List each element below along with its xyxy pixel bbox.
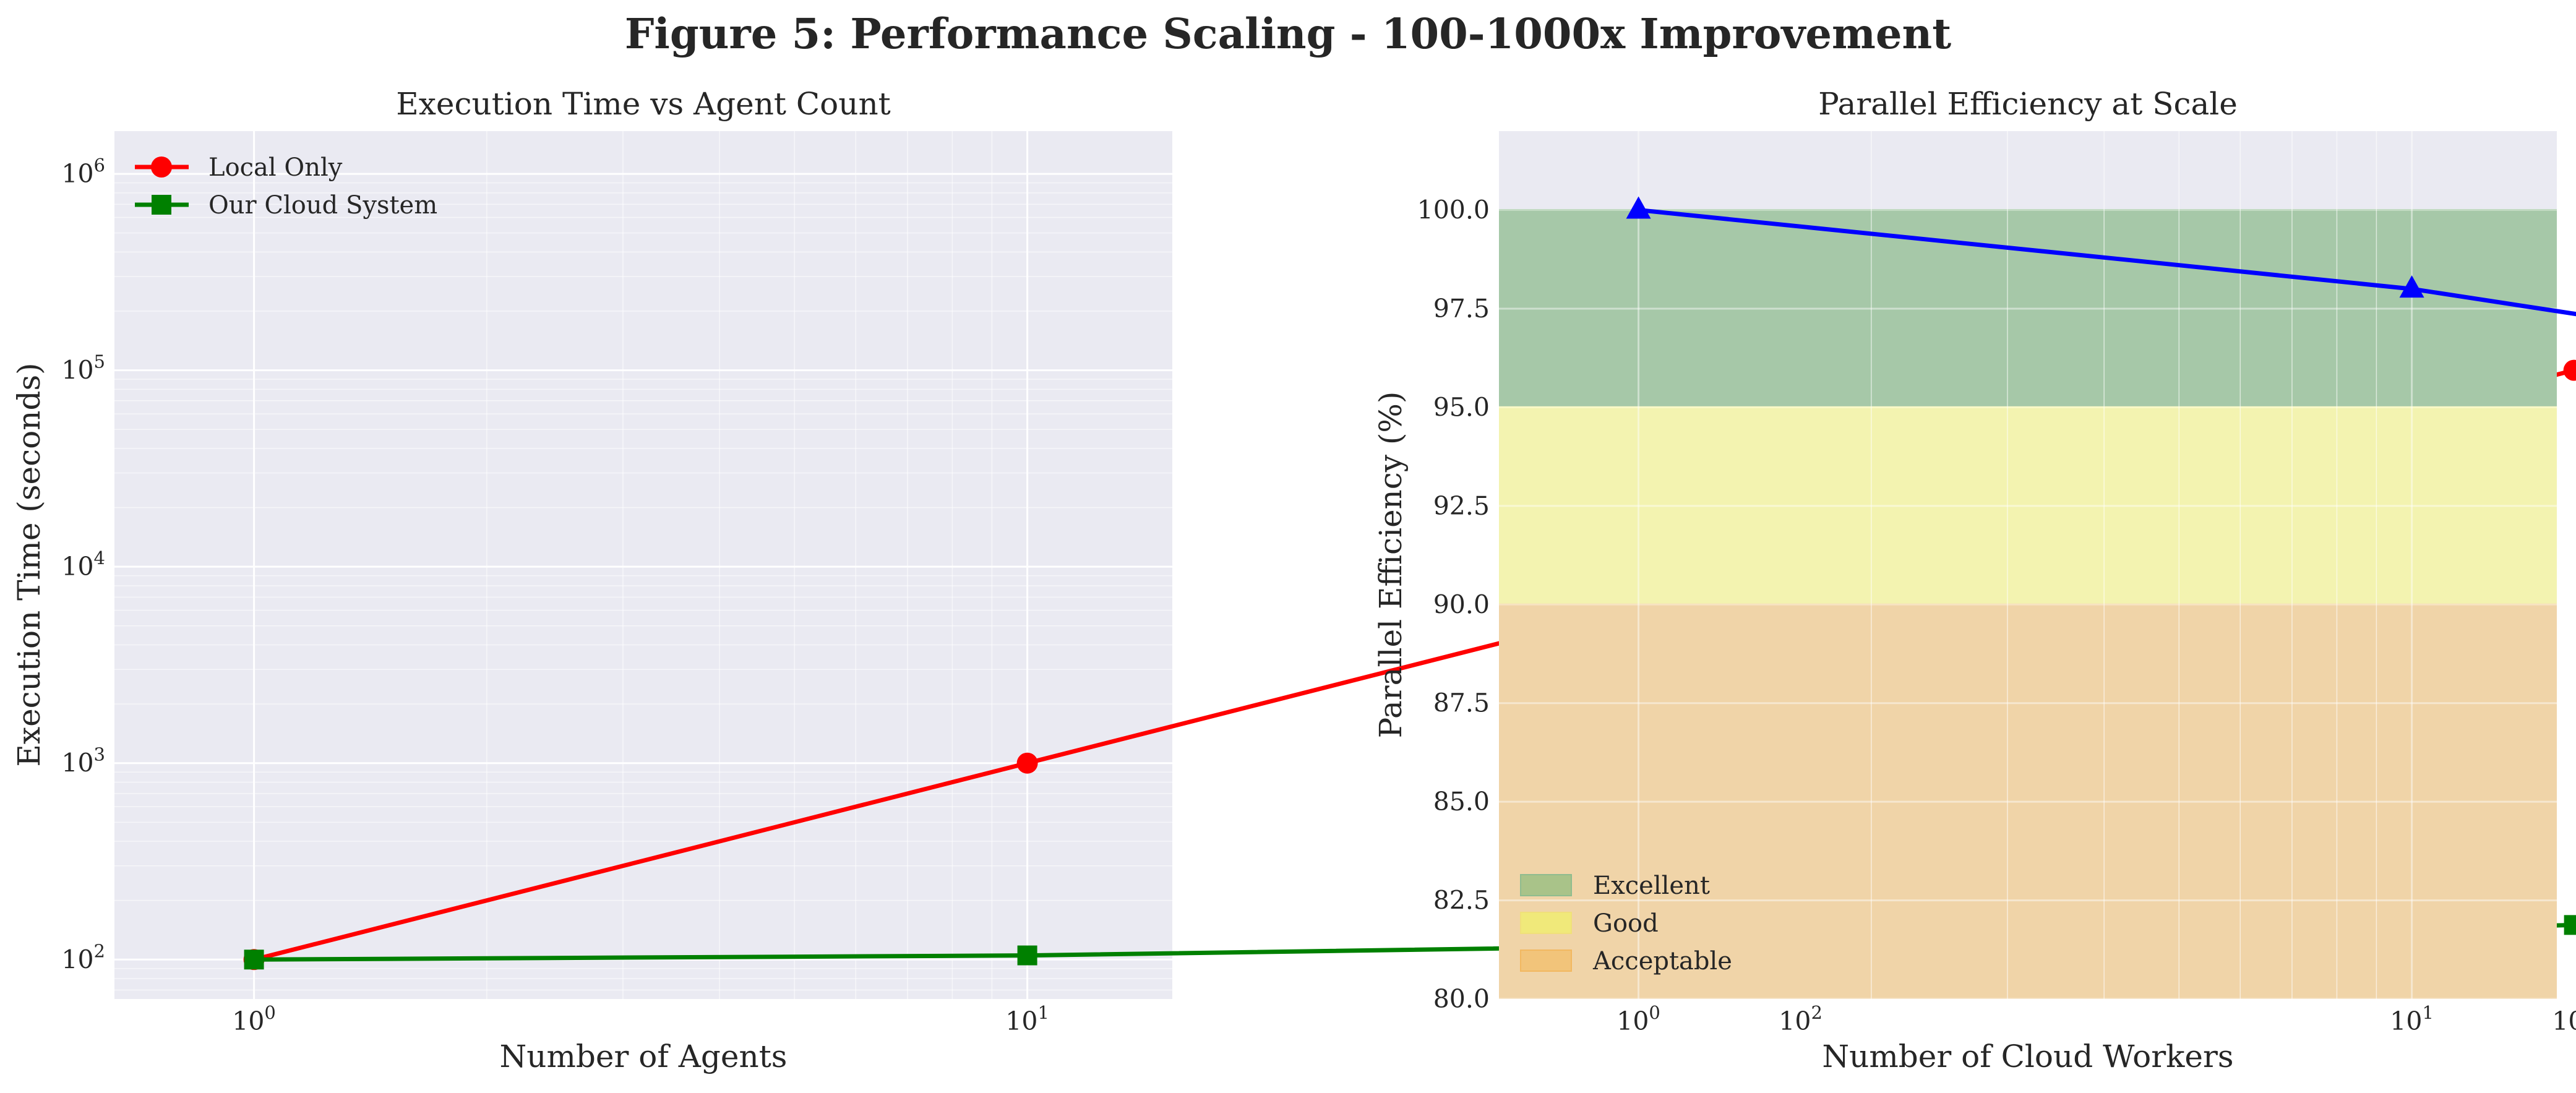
legend-label-cloud: Our Cloud System [208,191,437,220]
left-x-tick-label: 101 [1005,1002,1049,1036]
left-x-tick-label-exp: 0 [264,1002,275,1023]
left-y-tick-label-base: 10 [61,552,93,581]
left-y-tick-label-base: 10 [61,159,93,189]
left-x-ticks: 100101102103104 [232,1002,2576,1036]
left-x-tick-label-exp: 1 [1037,1002,1049,1023]
left-y-tick-label-exp: 5 [94,351,105,372]
right-x-tick-label-exp: 1 [2422,1002,2433,1023]
right-x-tick-label: 100 [1616,1002,1660,1036]
point-cloud [1018,946,1037,966]
left-x-tick-label-base: 10 [232,1006,264,1036]
left-x-tick-label-base: 10 [1779,1006,1811,1036]
left-x-tick-label-base: 10 [1005,1006,1037,1036]
left-y-tick-label-base: 10 [61,945,93,974]
right-y-tick-label: 90.0 [1433,589,1490,619]
left-y-tick-label: 104 [61,547,105,581]
left-x-tick-label-exp: 2 [1811,1002,1822,1023]
figure-title: Figure 5: Performance Scaling - 100-1000… [625,9,1951,58]
right-chart-title: Parallel Efficiency at Scale [1818,86,2238,122]
right-y-tick-label: 82.5 [1433,886,1490,915]
left-y-tick-label-exp: 6 [94,155,105,176]
left-x-axis-label: Number of Agents [500,1039,788,1074]
left-y-tick-label-base: 10 [61,356,93,385]
left-x-tick-label: 102 [1779,1002,1823,1036]
left-y-tick-label-exp: 3 [94,744,105,765]
left-plot-background [114,131,1172,999]
point-cloud [244,949,264,969]
left-y-tick-label: 106 [61,155,105,189]
right-x-tick-label-base: 10 [2390,1006,2422,1036]
left-y-tick-label: 103 [61,744,105,778]
left-y-tick-label-base: 10 [61,748,93,778]
panel-parallel-efficiency: 100101102103104 80.082.585.087.590.092.5… [1373,86,2576,1074]
left-chart-title: Execution Time vs Agent Count [396,86,891,122]
right-y-ticks: 80.0 82.5 85.0 87.5 90.0 92.5 95.0 97.5 100.0 [1417,195,1490,1014]
point-local [1017,753,1038,774]
legend-label-acceptable: Acceptable [1592,947,1732,975]
right-x-axis-label: Number of Cloud Workers [1822,1039,2233,1074]
right-y-axis-label: Parallel Efficiency (%) [1373,392,1409,739]
right-x-ticks: 100101102103104 [1616,1002,2576,1036]
legend-marker-local [151,156,172,178]
right-y-tick-label: 100.0 [1417,195,1490,225]
legend-label-excellent: Excellent [1593,872,1710,900]
legend-swatch-excellent [1521,875,1571,896]
point-local [2564,360,2576,381]
left-x-tick-label-base: 10 [2552,1006,2576,1036]
right-y-tick-label: 92.5 [1433,491,1490,521]
left-x-tick-label: 103 [2552,1002,2576,1036]
right-y-tick-label: 85.0 [1433,787,1490,817]
left-x-tick-label: 100 [232,1002,276,1036]
left-y-ticks: 102103104105106 [61,155,105,974]
right-y-tick-label: 87.5 [1433,688,1490,718]
legend-label-local: Local Only [208,153,343,182]
left-y-tick-label: 105 [61,351,105,385]
right-x-tick-label-base: 10 [1616,1006,1649,1036]
right-y-tick-label: 97.5 [1433,294,1490,324]
right-y-tick-label: 80.0 [1433,984,1490,1014]
legend-label-good: Good [1593,909,1659,938]
left-y-tick-label-exp: 2 [94,940,105,961]
legend-swatch-acceptable [1521,950,1571,971]
legend-swatch-good [1521,912,1571,933]
left-y-tick-label: 102 [61,940,105,974]
right-x-tick-label: 101 [2390,1002,2434,1036]
right-x-tick-label-exp: 0 [1649,1002,1660,1023]
left-y-tick-label-exp: 4 [94,547,105,568]
right-y-tick-label: 95.0 [1433,392,1490,422]
legend-marker-cloud [152,195,171,215]
left-y-axis-label: Execution Time (seconds) [11,362,47,766]
point-cloud [2564,915,2576,935]
